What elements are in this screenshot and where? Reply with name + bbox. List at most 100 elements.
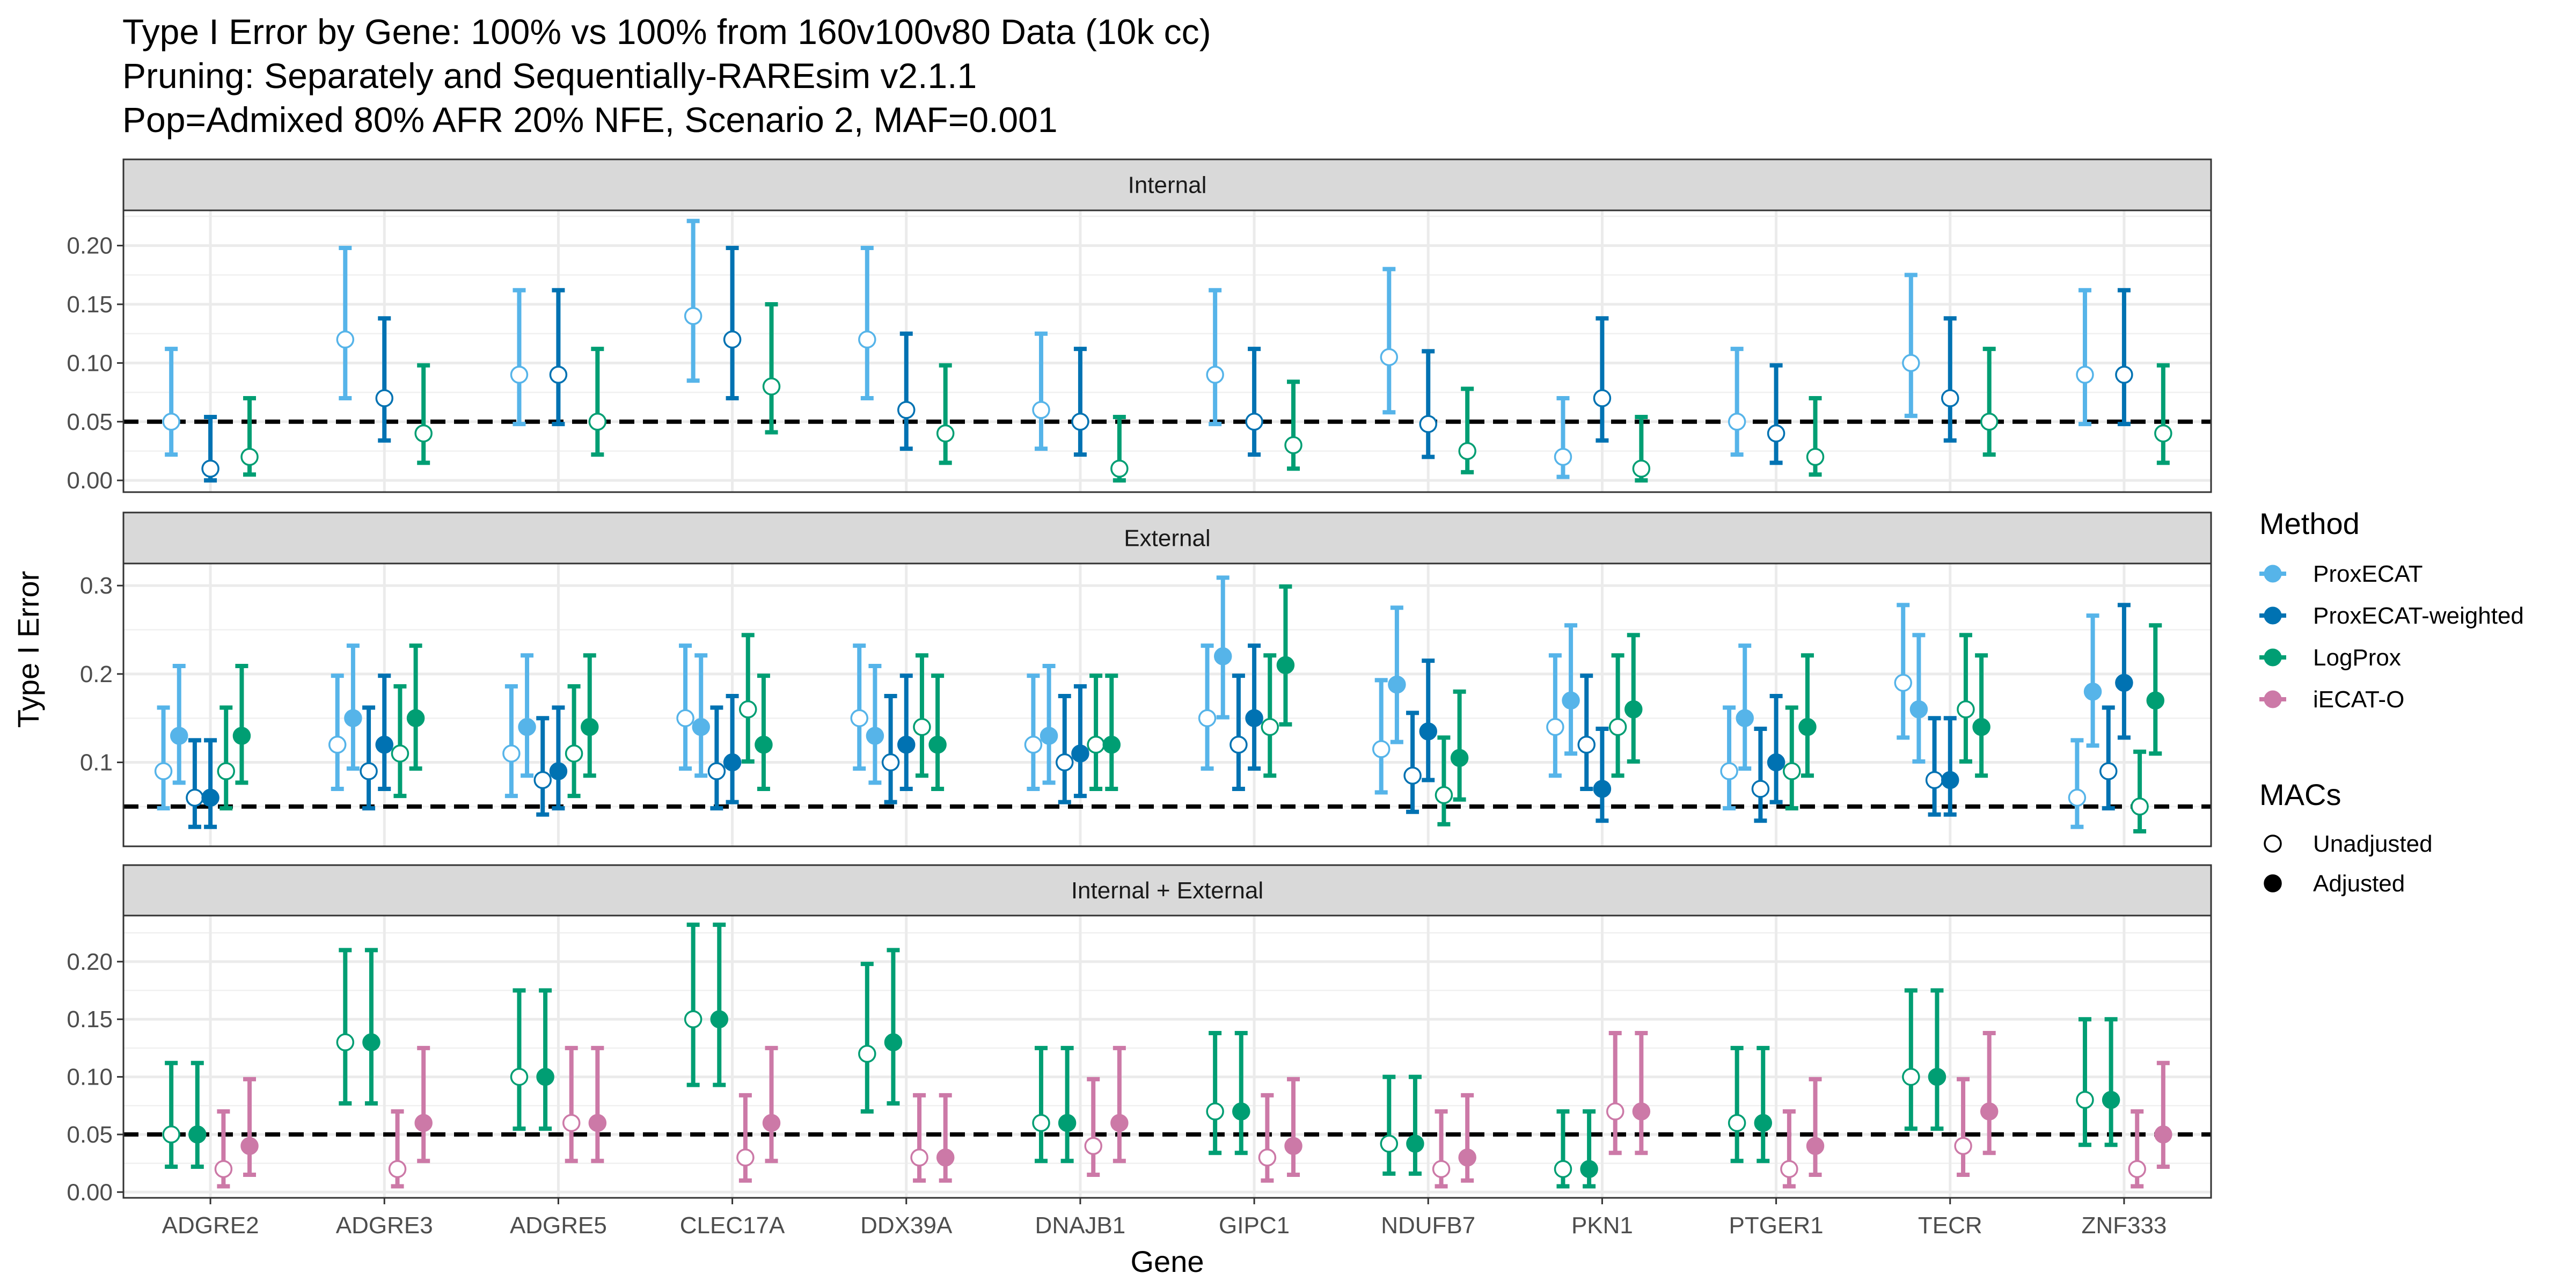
data-point	[1435, 786, 1453, 804]
series-iecat-o-unadjusted	[214, 1030, 2146, 1189]
y-tick-label: 0.10	[67, 1064, 113, 1091]
x-tick-label: ADGRE3	[336, 1212, 433, 1239]
data-point	[1754, 1114, 1773, 1132]
data-point	[375, 389, 393, 407]
panel-3: Internal + External 0.00 0.05 0.10 0.15 0.20	[67, 864, 2212, 1205]
data-point	[2131, 797, 2149, 816]
y-tick-label: 0.00	[67, 1179, 113, 1205]
data-point	[360, 762, 378, 780]
data-point	[1925, 771, 1944, 789]
series-logprox-unadjusted	[217, 633, 2149, 834]
y-tick-label: 0.20	[67, 949, 113, 975]
panel-1: Internal 0.00 0.05 0.10 0.15 0.20	[67, 158, 2212, 494]
legend-item-method: ProxECAT-weighted	[2259, 603, 2524, 629]
data-point	[1957, 700, 1975, 719]
data-point	[162, 413, 180, 431]
data-point	[2115, 674, 2133, 692]
data-point	[707, 762, 726, 780]
data-point	[1419, 722, 1437, 741]
data-point	[1767, 424, 1785, 443]
data-point	[2146, 691, 2165, 710]
legend-title-macs: MACs	[2259, 778, 2341, 811]
panel-background	[123, 916, 2211, 1198]
y-tick-label: 0.15	[67, 291, 113, 318]
data-point	[2128, 1160, 2146, 1179]
data-point	[1206, 1102, 1224, 1121]
data-point	[217, 762, 236, 780]
data-point	[692, 718, 710, 736]
data-point	[2102, 1091, 2120, 1109]
data-point	[336, 1033, 355, 1051]
data-point	[414, 1114, 433, 1132]
data-point	[328, 735, 347, 754]
data-point	[406, 709, 425, 727]
x-tick-label: PTGER1	[1729, 1212, 1824, 1239]
data-point	[1071, 413, 1089, 431]
data-point	[1055, 753, 1074, 772]
data-point	[510, 365, 529, 384]
x-tick-label: CLEC17A	[680, 1212, 785, 1239]
data-point	[1580, 1160, 1598, 1179]
data-point	[1806, 1137, 1825, 1155]
data-point	[1577, 735, 1596, 754]
data-point	[1902, 354, 1920, 372]
data-point	[1554, 448, 1572, 466]
data-point	[1980, 413, 1999, 431]
data-point	[549, 762, 568, 780]
panel-strip	[122, 158, 2212, 211]
x-tick-label: ADGRE2	[162, 1212, 259, 1239]
legend-key-point	[2264, 606, 2282, 625]
series-proxecat-weighted-unadjusted	[201, 246, 2133, 483]
data-point	[1554, 1160, 1572, 1179]
data-point	[549, 365, 568, 384]
legend-key-point	[2264, 874, 2282, 892]
data-point	[1388, 675, 1406, 694]
data-point	[1608, 718, 1627, 736]
data-point	[1902, 1067, 1920, 1086]
data-point	[936, 424, 955, 443]
data-point	[897, 401, 916, 419]
data-point	[536, 1067, 554, 1086]
data-point	[201, 459, 219, 478]
data-point	[2154, 424, 2172, 443]
data-point	[723, 330, 742, 349]
data-point	[1894, 674, 1912, 692]
data-point	[1928, 1067, 1946, 1086]
data-point	[858, 330, 876, 349]
legend-item-macs: Unadjusted	[2264, 831, 2433, 857]
data-point	[1058, 1114, 1077, 1132]
legend-key-point	[2264, 690, 2282, 708]
data-point	[1546, 718, 1564, 736]
data-point	[1032, 1114, 1050, 1132]
series-proxecat-weighted-adjusted	[201, 603, 2133, 829]
data-point	[336, 330, 355, 349]
data-point	[1406, 1135, 1424, 1153]
data-point	[588, 1114, 607, 1132]
data-point	[170, 727, 188, 745]
data-point	[388, 1160, 407, 1179]
data-point	[1562, 691, 1580, 710]
data-point	[1284, 436, 1302, 455]
y-tick-label: 0.10	[67, 350, 113, 376]
y-tick-label: 0.15	[67, 1006, 113, 1033]
data-point	[1198, 709, 1217, 727]
data-point	[1980, 1102, 1999, 1121]
data-point	[884, 1033, 903, 1051]
data-point	[913, 718, 931, 736]
data-point	[1632, 1102, 1651, 1121]
data-point	[762, 1114, 781, 1132]
data-point	[362, 1033, 380, 1051]
panels: Internal0.000.050.100.150.20External0.10…	[67, 158, 2212, 1205]
data-point	[510, 1067, 529, 1086]
data-point	[581, 718, 599, 736]
data-point	[214, 1160, 233, 1179]
series-proxecat-adjusted	[170, 575, 2102, 785]
data-point	[1380, 1135, 1399, 1153]
data-point	[1071, 744, 1089, 763]
data-point	[1258, 1148, 1277, 1167]
data-point	[162, 1125, 180, 1144]
data-point	[2068, 788, 2087, 807]
legend-item-method: iECAT-O	[2259, 686, 2404, 713]
data-point	[391, 744, 409, 763]
x-tick-label: ADGRE5	[510, 1212, 607, 1239]
